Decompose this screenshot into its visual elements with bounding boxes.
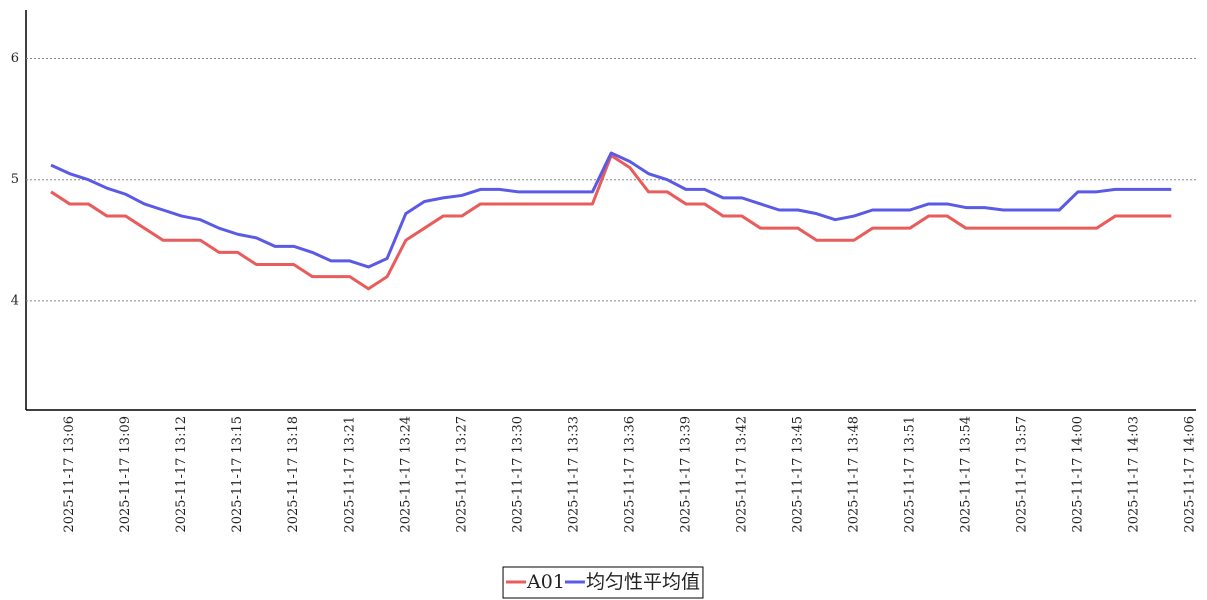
x-tick-label: 2025-11-17 13:18 — [286, 416, 301, 533]
x-tick-label: 2025-11-17 13:15 — [230, 416, 245, 533]
x-tick-label: 2025-11-17 14:03 — [1126, 416, 1141, 533]
y-tick-label: 6 — [11, 51, 19, 66]
x-tick-label: 2025-11-17 13:54 — [958, 416, 973, 533]
x-tick-label: 2025-11-17 13:57 — [1014, 416, 1029, 533]
legend-label: 均匀性平均值 — [586, 571, 700, 593]
x-tick-label: 2025-11-17 13:45 — [790, 416, 805, 533]
x-tick-label: 2025-11-17 13:39 — [678, 416, 693, 533]
x-tick-label: 2025-11-17 13:12 — [174, 416, 189, 533]
x-tick-label: 2025-11-17 13:24 — [398, 416, 413, 533]
series-line — [50, 151, 1172, 269]
x-tick-label: 2025-11-17 13:09 — [118, 416, 133, 533]
x-tick-label: 2025-11-17 13:36 — [622, 416, 637, 533]
y-tick-label: 4 — [11, 293, 19, 308]
series-line — [50, 153, 1172, 291]
x-tick-label: 2025-11-17 13:21 — [342, 416, 357, 533]
legend-label: A01 — [526, 571, 565, 593]
x-tick-label: 2025-11-17 14:00 — [1070, 416, 1085, 533]
legend: A01 均匀性平均值 — [502, 566, 704, 599]
x-tick-label: 2025-11-17 13:33 — [566, 416, 581, 533]
x-tick-label: 2025-11-17 13:30 — [510, 416, 525, 533]
legend-box — [502, 566, 704, 599]
x-tick-label: 2025-11-17 13:48 — [846, 416, 861, 533]
x-tick-label: 2025-11-17 13:51 — [902, 416, 917, 533]
x-tick-label: 2025-11-17 13:42 — [734, 416, 749, 533]
x-tick-label: 2025-11-17 13:06 — [62, 416, 77, 533]
y-tick-label: 5 — [11, 172, 19, 187]
x-tick-label: 2025-11-17 14:06 — [1183, 416, 1198, 533]
x-tick-label: 2025-11-17 13:27 — [454, 416, 469, 533]
